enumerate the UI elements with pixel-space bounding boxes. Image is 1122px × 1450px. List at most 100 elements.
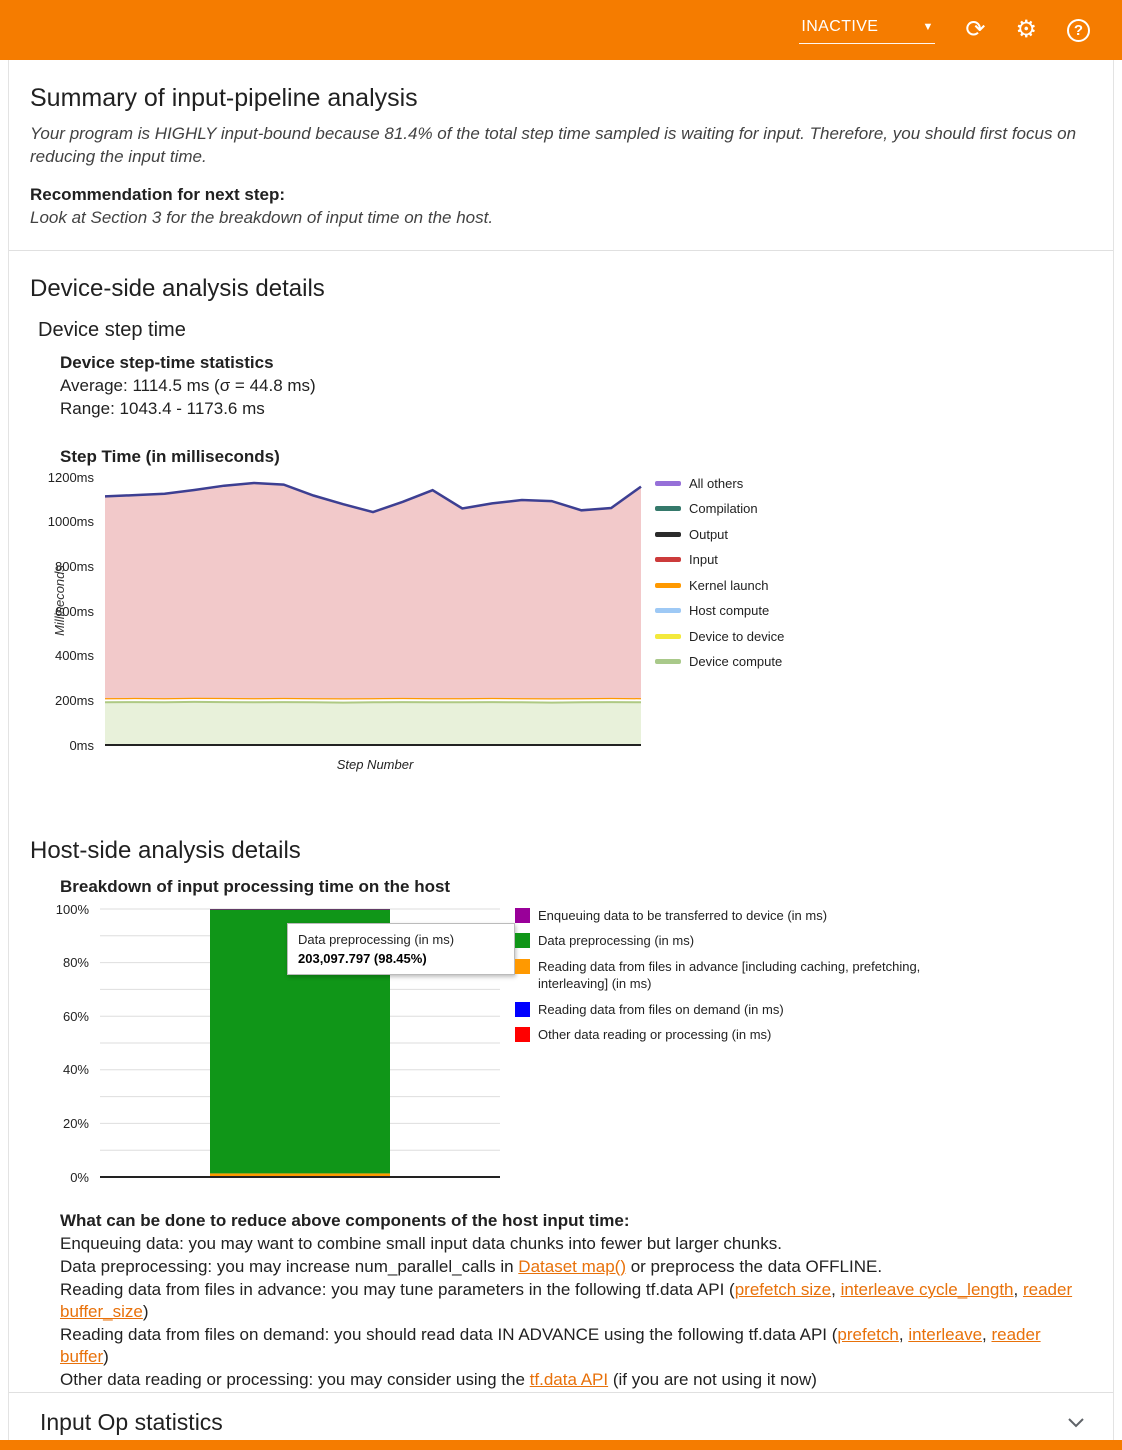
legend-item: Other data reading or processing (in ms) bbox=[515, 1026, 1075, 1044]
tip-text: Enqueuing data: you may want to combine … bbox=[60, 1233, 782, 1253]
link[interactable]: prefetch size bbox=[734, 1279, 832, 1299]
tip-text: , bbox=[831, 1279, 841, 1299]
legend-swatch bbox=[655, 659, 681, 665]
tip-text: ) bbox=[103, 1347, 109, 1367]
tooltip-title: Data preprocessing (in ms) bbox=[298, 931, 455, 947]
legend-item: Reading data from files on demand (in ms… bbox=[515, 1001, 1075, 1019]
settings-gear-icon[interactable]: ⚙ bbox=[1015, 16, 1037, 43]
capture-status-dropdown[interactable]: INACTIVE ▼ bbox=[799, 16, 936, 44]
legend-swatch bbox=[655, 608, 681, 614]
y-tick-label: 1000ms bbox=[47, 514, 94, 530]
legend-label: Enqueuing data to be transferred to devi… bbox=[538, 907, 828, 923]
legend-label: Input bbox=[689, 552, 718, 568]
tips-list: Enqueuing data: you may want to combine … bbox=[60, 1233, 1092, 1392]
link[interactable]: prefetch bbox=[837, 1325, 899, 1344]
legend-label: Compilation bbox=[689, 501, 758, 517]
step-time-chart-title: Step Time (in milliseconds) bbox=[60, 446, 280, 466]
legend-label: Other data reading or processing (in ms) bbox=[538, 1027, 772, 1043]
tip-line: Reading data from files on demand: you s… bbox=[60, 1324, 1092, 1368]
stats-average: Average: 1114.5 ms (σ = 44.8 ms) bbox=[60, 375, 316, 395]
tip-text: Reading data from files in advance: you … bbox=[60, 1279, 735, 1299]
tip-text: (if you are not using it now) bbox=[608, 1370, 817, 1390]
legend-item: Reading data from files in advance [incl… bbox=[515, 958, 1075, 993]
legend-label: Data preprocessing (in ms) bbox=[538, 933, 695, 949]
y-tick-label: 200ms bbox=[54, 692, 94, 708]
legend-item: Device to device bbox=[655, 628, 875, 646]
legend-item: Output bbox=[655, 526, 875, 544]
tip-text: , bbox=[982, 1325, 992, 1344]
stats-title: Device step-time statistics bbox=[60, 352, 274, 372]
y-tick-label: 600ms bbox=[54, 603, 94, 619]
device-side-section: Device-side analysis details Device step… bbox=[30, 251, 1092, 779]
device-step-time-chart: Milliseconds 0ms 200ms 400ms 600ms 800ms 1000… bbox=[30, 469, 1092, 779]
host-chart-legend: Enqueuing data to be transferred to devi… bbox=[515, 907, 1075, 1052]
step-chart-legend: All others Compilation Output Input Kernel l… bbox=[655, 475, 875, 679]
refresh-icon[interactable]: ⟳ bbox=[965, 16, 986, 43]
link[interactable]: reader buffer_size bbox=[60, 1279, 1073, 1321]
host-chart-title: Breakdown of input processing time on th… bbox=[60, 876, 451, 896]
y-tick-label: 80% bbox=[62, 955, 89, 971]
tip-line: Data preprocessing: you may increase num… bbox=[60, 1256, 1092, 1278]
y-tick-label: 1200ms bbox=[47, 469, 94, 485]
link[interactable]: reader buffer bbox=[60, 1325, 1041, 1367]
tip-text: Other data reading or processing: you ma… bbox=[60, 1370, 530, 1390]
legend-label: Host compute bbox=[689, 603, 770, 619]
legend-item: Device compute bbox=[655, 653, 875, 671]
legend-swatch bbox=[515, 958, 530, 974]
bottom-accent-bar bbox=[0, 1440, 1122, 1450]
step-time-plot[interactable] bbox=[105, 473, 645, 753]
y-tick-label: 0ms bbox=[69, 737, 94, 753]
legend-item: Input bbox=[655, 551, 875, 569]
link[interactable]: tf.data API bbox=[529, 1370, 609, 1390]
host-section-title: Host-side analysis details bbox=[30, 836, 301, 864]
status-label: INACTIVE bbox=[801, 18, 879, 35]
y-tick-label: 800ms bbox=[54, 558, 94, 574]
content-area: Summary of input-pipeline analysis Your … bbox=[8, 60, 1114, 1440]
stats-range: Range: 1043.4 - 1173.6 ms bbox=[60, 398, 265, 418]
y-tick-label: 400ms bbox=[54, 648, 94, 664]
legend-item: Compilation bbox=[655, 500, 875, 518]
legend-label: All others bbox=[689, 475, 744, 491]
legend-label: Reading data from files in advance [incl… bbox=[538, 958, 921, 992]
recommendation-body: Look at Section 3 for the breakdown of i… bbox=[30, 207, 494, 227]
y-tick-label: 0% bbox=[70, 1169, 89, 1185]
summary-body: Your program is HIGHLY input-bound becau… bbox=[30, 124, 1077, 166]
tips-title: What can be done to reduce above compone… bbox=[60, 1210, 630, 1230]
legend-swatch bbox=[655, 480, 681, 486]
legend-label: Output bbox=[689, 526, 729, 542]
input-op-statistics-header[interactable]: Input Op statistics bbox=[9, 1392, 1113, 1440]
legend-item: Enqueuing data to be transferred to devi… bbox=[515, 907, 1075, 925]
legend-swatch bbox=[515, 1027, 530, 1043]
help-icon[interactable]: ? bbox=[1067, 18, 1090, 42]
chevron-down-icon bbox=[1068, 1418, 1084, 1428]
host-side-section: Host-side analysis details Breakdown of … bbox=[30, 813, 1092, 1393]
tip-text: Reading data from files on demand: you s… bbox=[60, 1325, 838, 1344]
link[interactable]: interleave bbox=[908, 1325, 983, 1344]
legend-label: Device compute bbox=[689, 654, 783, 670]
tip-text: , bbox=[1013, 1279, 1023, 1299]
legend-item: Host compute bbox=[655, 602, 875, 620]
legend-swatch bbox=[515, 1001, 530, 1017]
legend-item: Data preprocessing (in ms) bbox=[515, 932, 1075, 950]
tip-text: Data preprocessing: you may increase num… bbox=[60, 1256, 519, 1276]
legend-item: Kernel launch bbox=[655, 577, 875, 595]
device-step-time-stats: Device step-time statistics Average: 111… bbox=[60, 352, 1092, 421]
legend-item: All others bbox=[655, 475, 875, 493]
tip-line: Reading data from files in advance: you … bbox=[60, 1279, 1092, 1323]
tip-line: Other data reading or processing: you ma… bbox=[60, 1369, 1092, 1391]
legend-swatch bbox=[655, 506, 681, 512]
tooltip: Data preprocessing (in ms) 203,097.797 (… bbox=[287, 922, 515, 975]
link[interactable]: interleave cycle_length bbox=[840, 1279, 1014, 1299]
host-breakdown-chart: 0% 20% 40% 60% 80% 100% Data preprocessing (i… bbox=[30, 901, 1092, 1195]
summary-title: Summary of input-pipeline analysis bbox=[30, 84, 418, 112]
legend-swatch bbox=[515, 933, 530, 949]
tip-text: ) bbox=[142, 1301, 149, 1321]
caret-down-icon: ▼ bbox=[922, 21, 934, 33]
y-tick-label: 40% bbox=[62, 1062, 89, 1078]
y-tick-label: 100% bbox=[55, 901, 89, 917]
legend-swatch bbox=[655, 531, 681, 537]
input-op-title: Input Op statistics bbox=[40, 1409, 223, 1436]
link[interactable]: Dataset map() bbox=[518, 1256, 626, 1276]
legend-swatch bbox=[655, 582, 681, 588]
device-step-time-title: Device step time bbox=[38, 318, 186, 341]
